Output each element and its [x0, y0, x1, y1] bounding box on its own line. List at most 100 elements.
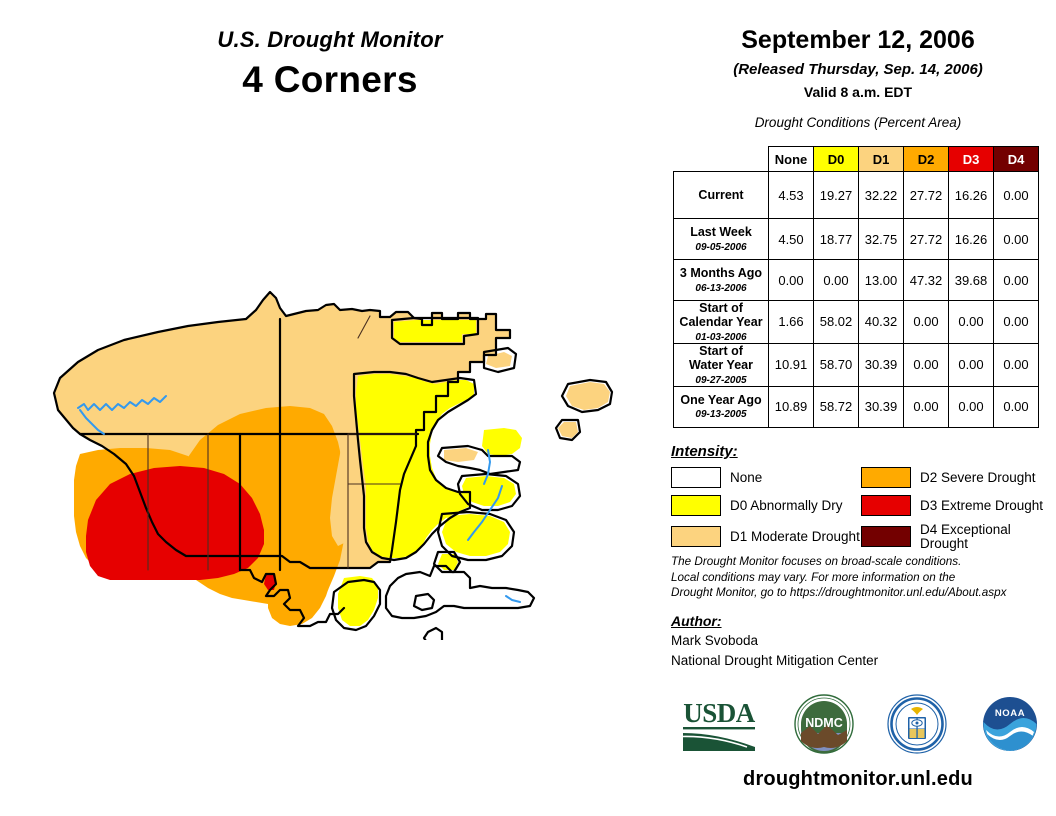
legend-label: D2 Severe Drought	[920, 469, 1036, 485]
table-cell-none: 10.91	[768, 342, 814, 387]
ndmc-logo: NDMC	[793, 693, 854, 755]
map-boundaries	[52, 290, 614, 648]
boundary-none-region	[384, 564, 536, 620]
table-row-label: Current	[673, 171, 769, 219]
table-row: 3 Months Ago 06-13-2006 0.00 0.00 13.00 47.32…	[673, 259, 1039, 301]
table-cell-d2: 0.00	[903, 385, 949, 428]
table-cell-d1: 32.22	[858, 171, 904, 219]
great-salt-lake	[77, 395, 167, 411]
table-cell-none: 10.89	[768, 385, 814, 428]
river-south	[505, 595, 521, 603]
table-cell-d3: 0.00	[948, 300, 994, 344]
table-cell-d2: 0.00	[903, 342, 949, 387]
report-valid-time: Valid 8 a.m. EDT	[803, 83, 913, 100]
county-line-6	[357, 315, 371, 339]
table-header-d2: D2	[903, 146, 949, 172]
boundary-none-small	[422, 626, 444, 648]
boundary-east-block-1	[352, 370, 478, 562]
boundary-nm-bootheel	[238, 568, 346, 628]
legend-item-d4: D4 Exceptional Drought	[861, 523, 1051, 550]
svg-text:NDMC: NDMC	[805, 716, 843, 730]
legend-swatch-d3	[861, 495, 911, 516]
legend-swatch-d4	[861, 526, 911, 547]
report-date: September 12, 2006	[741, 26, 975, 54]
boundary-patch-g	[482, 346, 518, 374]
disclaimer-text: The Drought Monitor focuses on broad-sca…	[671, 554, 1046, 601]
table-cell-none: 1.66	[768, 300, 814, 344]
usda-logo: USDA	[677, 693, 761, 755]
table-header-d1: D1	[858, 146, 904, 172]
table-cell-d4: 0.00	[993, 385, 1039, 428]
table-cell-d2: 0.00	[903, 300, 949, 344]
map-hydrology	[77, 395, 521, 603]
river-pecos	[483, 449, 491, 485]
website-url: droughtmonitor.unl.edu	[743, 768, 973, 790]
table-row-label: 3 Months Ago 06-13-2006	[673, 259, 769, 301]
table-cell-d1: 30.39	[858, 342, 904, 387]
legend-label: D4 Exceptional Drought	[920, 522, 1011, 551]
table-cell-d3: 39.68	[948, 259, 994, 301]
table-row-label: Start of Calendar Year 01-03-2006	[673, 300, 769, 344]
table-row: Current 4.53 19.27 32.22 27.72 16.26 0.00	[673, 171, 1039, 219]
table-row-date: 09-05-2006	[695, 241, 747, 253]
table-row-label-text: One Year Ago	[680, 392, 762, 407]
table-cell-d4: 0.00	[993, 218, 1039, 260]
table-cell-d3: 16.26	[948, 218, 994, 260]
legend-item-none: None	[671, 467, 861, 488]
table-row-label: Last Week 09-05-2006	[673, 218, 769, 260]
table-cell-d4: 0.00	[993, 342, 1039, 387]
table-cell-d1: 13.00	[858, 259, 904, 301]
table-cell-d1: 40.32	[858, 300, 904, 344]
area-d1-patch-3	[444, 448, 478, 462]
table-cell-d0: 58.02	[813, 300, 859, 344]
noaa-logo: NOAA	[980, 693, 1040, 755]
legend-item-d0: D0 Abnormally Dry	[671, 495, 861, 516]
legend-swatch-none	[671, 467, 721, 488]
page-title-primary: U.S. Drought Monitor	[217, 27, 443, 52]
table-cell-d2: 27.72	[903, 218, 949, 260]
disclaimer-line-2: Local conditions may vary. For more info…	[671, 570, 956, 584]
boundary-patch-c	[436, 444, 522, 476]
table-header-none: None	[768, 146, 814, 172]
legend-item-d1: D1 Moderate Drought	[671, 523, 861, 550]
river-rio	[467, 485, 503, 541]
area-d0-patch-1	[482, 428, 522, 456]
boundary-east-block-2	[390, 316, 480, 346]
table-cell-none: 4.53	[768, 171, 814, 219]
area-d0-east-co	[394, 320, 476, 342]
legend-swatch-d0	[671, 495, 721, 516]
table-cell-d4: 0.00	[993, 171, 1039, 219]
table-cell-d0: 58.72	[813, 385, 859, 428]
table-row-date: 01-03-2006	[695, 331, 747, 343]
table-cell-d4: 0.00	[993, 300, 1039, 344]
table-row-label: Start of Water Year 09-27-2005	[673, 342, 769, 387]
boundary-none-isolated	[412, 592, 436, 612]
table-header-d0: D0	[813, 146, 859, 172]
page-title-region: 4 Corners	[242, 59, 418, 101]
area-d0-patch-3	[442, 514, 510, 556]
table-cell-d0: 19.27	[813, 171, 859, 219]
author-block: Author: Mark Svoboda National Drought Mi…	[671, 613, 1046, 670]
report-header: September 12, 2006 (Released Thursday, S…	[660, 26, 1056, 130]
table-row-label-text: Start of Calendar Year	[679, 301, 763, 330]
table-cell-d3: 16.26	[948, 171, 994, 219]
table-cell-none: 0.00	[768, 259, 814, 301]
table-header-d4: D4	[993, 146, 1039, 172]
great-salt-lake-arm	[79, 409, 105, 435]
legend-item-d3: D3 Extreme Drought	[861, 495, 1051, 516]
table-cell-d0: 58.70	[813, 342, 859, 387]
legend-swatch-d1	[671, 526, 721, 547]
area-d1-patch-1	[566, 382, 610, 410]
agency-logos: USDA NDMC	[660, 690, 1056, 758]
legend-label: D3 Extreme Drought	[920, 497, 1044, 513]
legend-label: D1 Moderate Drought	[730, 528, 860, 544]
boundary-patch-a	[560, 378, 614, 414]
table-row: One Year Ago 09-13-2005 10.89 58.72 30.39 0.0…	[673, 385, 1039, 428]
table-row: Last Week 09-05-2006 4.50 18.77 32.75 27.72 16…	[673, 218, 1039, 260]
boundary-none-block	[330, 578, 382, 632]
area-d0-south-block	[338, 576, 378, 626]
intensity-legend: Intensity: None D2 Severe Drought D0 Abnor…	[671, 443, 1051, 550]
legend-swatch-d2	[861, 467, 911, 488]
table-cell-d1: 30.39	[858, 385, 904, 428]
legend-label: None	[730, 469, 763, 485]
